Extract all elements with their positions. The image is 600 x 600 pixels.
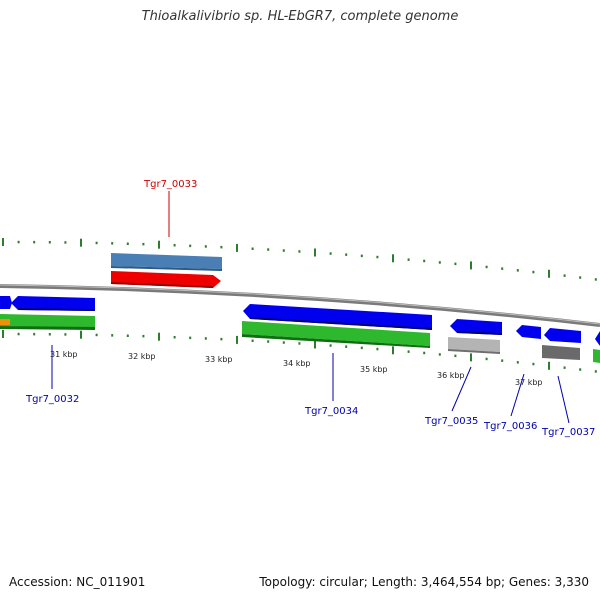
topology-text: Topology: circular; Length: 3,464,554 bp…: [259, 575, 589, 589]
scale-label-36kbp: 36 kbp: [437, 371, 465, 380]
map-title: Thioalkalivibrio sp. HL-EbGR7, complete …: [141, 9, 459, 24]
feature-darkgray-block-0037[interactable]: [542, 345, 580, 360]
gene-label-tgr7-0036[interactable]: Tgr7_0036: [483, 421, 537, 432]
gene-label-tgr7-0033[interactable]: Tgr7_0033: [143, 179, 197, 190]
gene-label-tgr7-0032[interactable]: Tgr7_0032: [25, 394, 79, 405]
scale-label-35kbp: 35 kbp: [360, 365, 388, 374]
feature-blue-arrow-0035[interactable]: [450, 319, 502, 335]
feature-blue-arrow-0034[interactable]: [243, 304, 432, 330]
feature-blue-arrow-0037[interactable]: [544, 328, 581, 343]
feature-green-block-right-edge[interactable]: [593, 349, 600, 363]
genome-backbone-highlight: [0, 284, 600, 325]
gene-label-tgr7-0034[interactable]: Tgr7_0034: [304, 406, 358, 417]
feature-green-block-0034[interactable]: [242, 321, 430, 348]
feature-red-arrow[interactable]: [111, 271, 221, 288]
leader-line-tgr7-0036: [510, 373, 525, 417]
feature-orange-block[interactable]: [0, 319, 10, 325]
feature-blue-arrow-left-1[interactable]: [0, 296, 12, 309]
accession-text: Accession: NC_011901: [9, 575, 146, 589]
scale-label-32kbp: 32 kbp: [128, 352, 156, 361]
genome-backbone: [0, 284, 600, 327]
scale-label-31kbp: 31 kbp: [50, 350, 78, 359]
feature-steel-block[interactable]: [111, 253, 222, 271]
feature-gray-block-0035[interactable]: [448, 337, 500, 354]
leader-line-tgr7-0035: [451, 366, 472, 412]
feature-blue-arrow-left-2[interactable]: [11, 296, 95, 311]
feature-green-block-left[interactable]: [0, 314, 95, 330]
outer-tick-ring: [2, 238, 597, 281]
gene-label-tgr7-0037[interactable]: Tgr7_0037: [541, 427, 595, 438]
leader-line-tgr7-0037: [557, 375, 570, 424]
feature-blue-arrow-right-edge[interactable]: [595, 331, 600, 346]
scale-label-34kbp: 34 kbp: [283, 359, 311, 368]
gene-label-tgr7-0035[interactable]: Tgr7_0035: [424, 416, 478, 427]
inner-tick-ring: [2, 330, 597, 373]
feature-blue-arrow-0036[interactable]: [516, 325, 541, 339]
scale-label-33kbp: 33 kbp: [205, 355, 233, 364]
scale-label-37kbp: 37 kbp: [515, 378, 543, 387]
